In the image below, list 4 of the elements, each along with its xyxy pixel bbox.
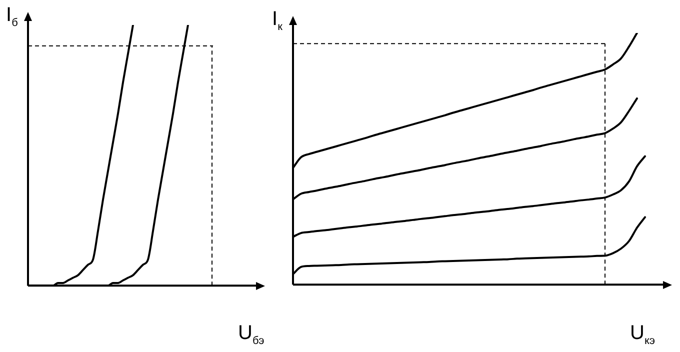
y-axis-title: I$_{к}$ [272,8,282,33]
x-axis-title: U$_{кэ}$ [630,322,656,347]
x-axis-title: U$_{бэ}$ [238,322,264,347]
y-axis-title: I$_{б}$ [6,4,18,29]
